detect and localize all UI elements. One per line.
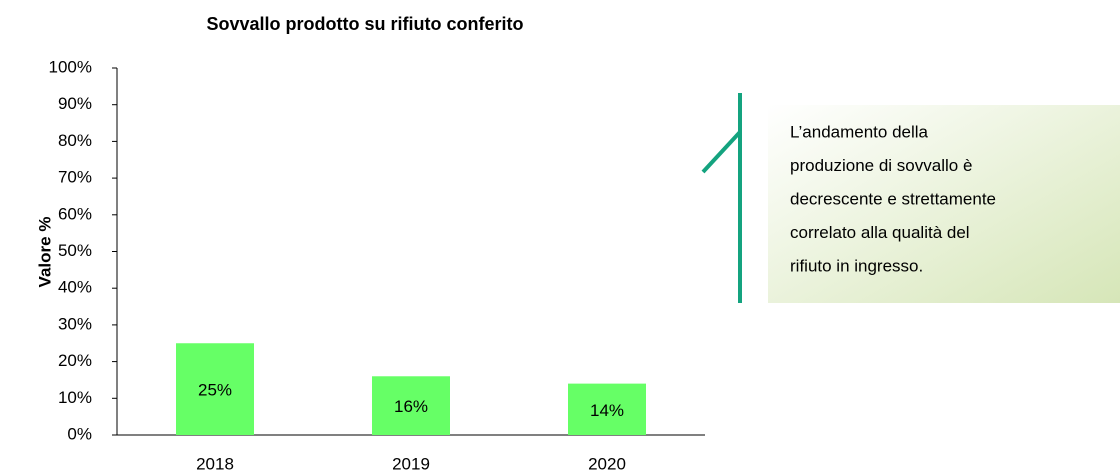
- y-tick-label: 0%: [67, 424, 92, 443]
- annotation-line: correlato alla qualità del: [790, 223, 970, 242]
- y-tick-label: 80%: [58, 131, 92, 150]
- callout-pointer: [701, 130, 742, 174]
- y-axis-label: Valore %: [35, 217, 54, 288]
- annotation-line: produzione di sovvallo è: [790, 156, 972, 175]
- x-tick-label: 2019: [392, 454, 430, 473]
- y-tick-label: 20%: [58, 351, 92, 370]
- annotation-line: decrescente e strettamente: [790, 189, 996, 208]
- bar: [372, 376, 450, 435]
- callout-box: [768, 105, 1120, 303]
- x-tick-label: 2020: [588, 454, 626, 473]
- y-tick-label: 50%: [58, 241, 92, 260]
- y-tick-label: 90%: [58, 94, 92, 113]
- data-label: 25%: [198, 381, 232, 400]
- y-tick-label: 100%: [49, 57, 92, 76]
- y-tick-label: 30%: [58, 314, 92, 333]
- x-tick-label: 2018: [196, 454, 234, 473]
- y-tick-label: 10%: [58, 388, 92, 407]
- annotation-line: rifiuto in ingresso.: [790, 256, 923, 275]
- bar: [568, 383, 646, 435]
- bar: [176, 343, 254, 435]
- data-label: 14%: [590, 401, 624, 420]
- y-tick-label: 70%: [58, 168, 92, 187]
- annotation-line: L’andamento della: [790, 122, 929, 141]
- chart-title: Sovvallo prodotto su rifiuto conferito: [207, 14, 524, 34]
- data-label: 16%: [394, 397, 428, 416]
- y-tick-label: 40%: [58, 278, 92, 297]
- y-tick-label: 60%: [58, 204, 92, 223]
